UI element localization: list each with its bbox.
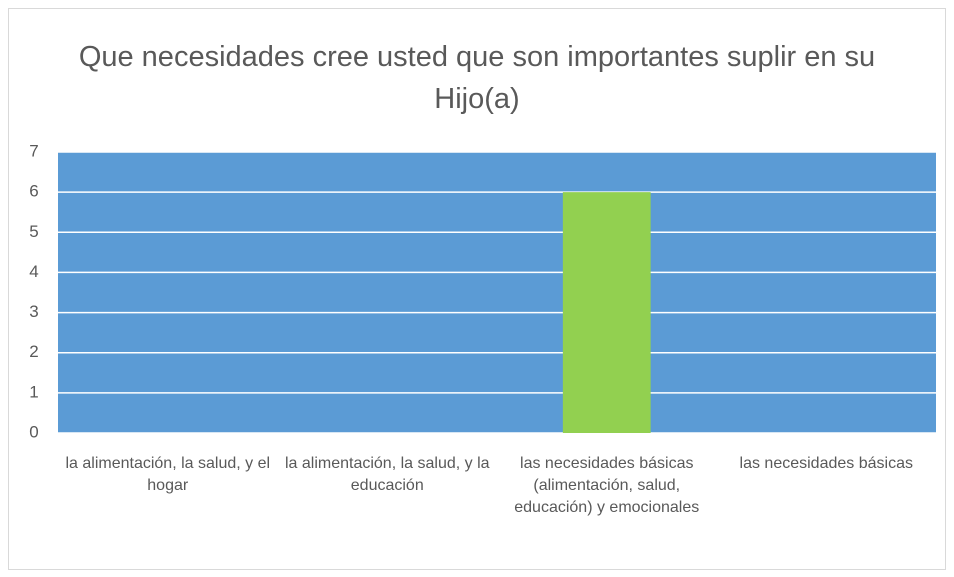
y-tick-label: 7 [29, 141, 38, 160]
x-tick-label: las necesidades básicas [739, 455, 913, 472]
x-label-box: las necesidades básicas [739, 455, 913, 472]
y-tick-label: 4 [29, 262, 38, 281]
x-label-box: las necesidades básicas (alimentación, s… [514, 455, 700, 516]
x-label-box: la alimentación, la salud, y el hogar [65, 455, 271, 494]
x-label-box: la alimentación, la salud, y la educació… [284, 455, 490, 494]
y-tick-label: 2 [29, 342, 38, 361]
y-tick-label: 1 [29, 382, 38, 401]
chart-title: Que necesidades cree usted que son impor… [78, 41, 876, 115]
title-box: Que necesidades cree usted que son impor… [78, 41, 876, 115]
y-tick-label: 5 [29, 222, 38, 241]
x-tick-label: la alimentación, la salud, y el hogar [65, 455, 271, 494]
plot-area [58, 152, 936, 433]
x-tick-label: la alimentación, la salud, y la educació… [284, 455, 490, 494]
bar [562, 192, 651, 433]
y-tick-label: 3 [29, 302, 38, 321]
y-tick-label: 6 [29, 182, 38, 201]
x-tick-label: las necesidades básicas (alimentación, s… [514, 455, 700, 516]
y-tick-label: 0 [29, 422, 38, 441]
